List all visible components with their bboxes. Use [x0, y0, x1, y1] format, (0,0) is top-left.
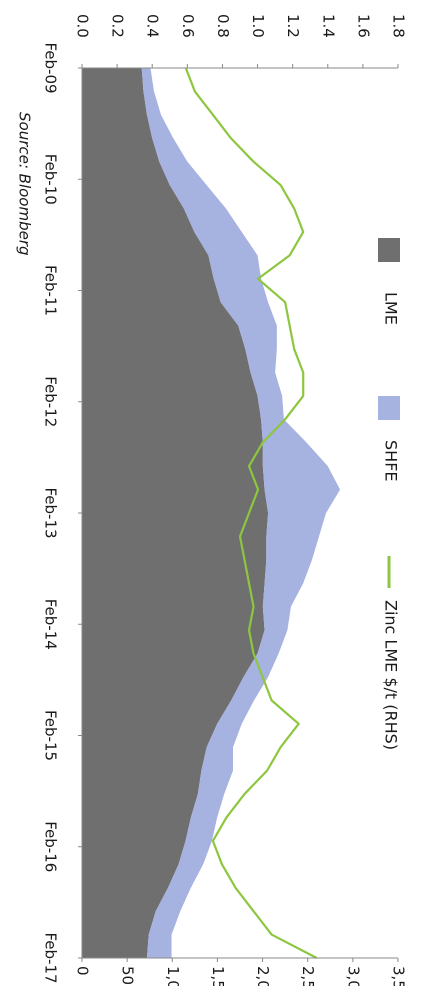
time-axis-tick-label: Feb-13 — [42, 487, 60, 538]
time-axis-tick-label: Feb-15 — [42, 710, 60, 761]
legend-label-lme: LME — [382, 292, 401, 325]
right-axis-tick-label: 3,500 — [390, 966, 408, 986]
right-axis-tick-label: 1,500 — [209, 966, 227, 986]
series-zinc-line — [184, 67, 318, 959]
time-axis-tick-label: Feb-10 — [42, 154, 60, 205]
legend-label-zinc: Zinc LME $/t (RHS) — [382, 600, 401, 750]
left-axis-tick-label: 1.4 — [319, 14, 337, 38]
series-lme-area — [82, 68, 269, 958]
source-note: Source: Bloomberg — [16, 112, 34, 256]
right-axis-tick-label: 2,500 — [299, 966, 317, 986]
left-axis-tick-label: 1.6 — [354, 14, 372, 38]
series-shfe-area — [141, 68, 341, 958]
left-axis-tick-label: 0.4 — [144, 14, 162, 38]
left-axis-tick-label: 0.0 — [74, 14, 92, 38]
time-axis-tick-label: Feb-09 — [42, 42, 60, 93]
left-axis-tick-label: 0.8 — [214, 14, 232, 38]
right-axis-tick-label: 3,000 — [344, 966, 362, 986]
time-axis-tick-label: Feb-17 — [42, 932, 60, 983]
left-axis-tick-label: 0.2 — [109, 14, 127, 38]
right-axis-tick-label: 2,000 — [254, 966, 272, 986]
time-axis-tick-label: Feb-11 — [42, 265, 60, 316]
time-axis-tick-label: Feb-12 — [42, 376, 60, 427]
legend-label-shfe: SHFE — [382, 440, 401, 482]
right-axis-tick-label: 1,000 — [164, 966, 182, 986]
legend-swatch-shfe — [378, 396, 400, 420]
legend-swatch-lme — [378, 238, 400, 262]
plot-area: 0.0 0.2 0.4 0.6 0.8 1.0 1.2 1.4 1.6 1.8 0 500 1,000 1… — [42, 14, 408, 986]
time-axis-tick-label: Feb-16 — [42, 821, 60, 872]
right-axis-tick-label: 0 — [74, 966, 92, 976]
legend: LME SHFE Zinc LME $/t (RHS) — [378, 238, 401, 750]
time-axis-tick-label: Feb-14 — [42, 599, 60, 650]
left-axis-tick-label: 1.2 — [284, 14, 302, 38]
left-axis-tick-label: 1.0 — [249, 14, 267, 38]
left-axis-tick-label: 0.6 — [179, 14, 197, 38]
left-axis-tick-label: 1.8 — [390, 14, 408, 38]
right-axis-tick-label: 500 — [119, 966, 137, 986]
